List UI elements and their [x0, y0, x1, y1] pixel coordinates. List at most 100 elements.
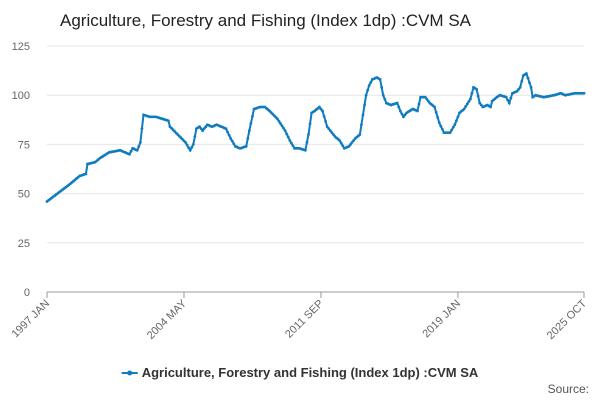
point [380, 85, 384, 89]
point [128, 152, 131, 156]
point [307, 133, 310, 136]
point [167, 119, 170, 123]
y-tick-label: 0 [24, 287, 30, 299]
point [423, 95, 427, 99]
point [224, 127, 228, 131]
point [518, 85, 522, 89]
point [303, 148, 307, 152]
point [232, 142, 236, 146]
point [282, 126, 285, 130]
point [464, 105, 468, 108]
point [398, 109, 402, 113]
point [529, 85, 533, 89]
point [129, 149, 133, 153]
point [417, 102, 421, 106]
point [202, 127, 206, 131]
point [279, 122, 282, 125]
point [467, 100, 471, 103]
point [227, 133, 231, 137]
point [400, 112, 404, 116]
legend-label: Agriculture, Forestry and Fishing (Index… [142, 365, 479, 380]
point [440, 127, 444, 131]
point [190, 145, 194, 149]
point [504, 95, 508, 99]
point [352, 139, 356, 142]
chart-title: Agriculture, Forestry and Fishing (Index… [60, 11, 472, 30]
point [327, 127, 331, 131]
point [277, 119, 281, 123]
series-line [46, 72, 584, 203]
point [437, 121, 441, 125]
point [448, 131, 452, 134]
y-tick-label: 25 [18, 238, 30, 250]
point [328, 129, 332, 133]
point [515, 89, 519, 93]
point [137, 144, 141, 148]
point [517, 87, 521, 91]
point [451, 125, 455, 129]
point [436, 116, 440, 119]
point [325, 125, 329, 129]
point [454, 119, 458, 123]
point [369, 81, 373, 84]
point [317, 105, 321, 109]
point [433, 105, 436, 109]
point [135, 148, 139, 152]
point [229, 137, 233, 140]
point [450, 128, 454, 132]
point [489, 105, 493, 109]
point [324, 119, 328, 123]
point [244, 144, 248, 148]
point [349, 143, 352, 146]
point [308, 122, 312, 126]
point [383, 97, 387, 101]
point [347, 144, 351, 148]
point [319, 107, 323, 111]
y-tick-label: 100 [12, 90, 30, 102]
point [507, 101, 511, 105]
point [193, 135, 197, 138]
legend: Agriculture, Forestry and Fishing (Index… [121, 365, 479, 380]
point [286, 135, 290, 139]
point [381, 93, 385, 97]
point [468, 97, 472, 101]
point [367, 83, 371, 87]
point [283, 129, 287, 133]
point [478, 101, 482, 105]
point [338, 139, 342, 142]
point [322, 114, 326, 118]
point [288, 139, 292, 142]
x-tick-label: 2011 SEP [283, 298, 326, 341]
point [453, 123, 457, 127]
point [140, 127, 144, 131]
point [456, 115, 460, 119]
point [363, 103, 366, 107]
point [321, 109, 324, 113]
y-tick-label: 125 [12, 41, 30, 53]
point [402, 115, 405, 119]
x-tick-label: 2019 JAN [420, 298, 463, 341]
point [305, 141, 309, 144]
point [361, 113, 365, 117]
point [275, 117, 279, 121]
point [289, 141, 293, 145]
point [350, 141, 354, 144]
point [395, 101, 399, 105]
point [199, 127, 203, 131]
point [332, 133, 335, 136]
point [187, 146, 191, 150]
point [226, 130, 229, 134]
point [526, 76, 530, 80]
point [434, 110, 438, 114]
point [582, 91, 586, 95]
point [249, 121, 253, 125]
point [191, 143, 195, 146]
point [358, 133, 362, 136]
point [188, 148, 192, 152]
point [184, 141, 187, 144]
point [364, 93, 368, 97]
x-tick-label: 1997 JAN [9, 298, 52, 341]
point [476, 94, 480, 98]
point [403, 113, 407, 117]
x-tick-label: 2025 OCT [545, 297, 590, 342]
